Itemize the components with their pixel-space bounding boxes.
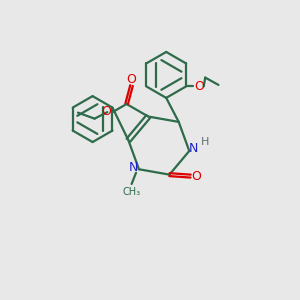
Text: O: O bbox=[101, 105, 111, 118]
Text: N: N bbox=[189, 142, 198, 154]
Text: O: O bbox=[126, 73, 136, 85]
Text: O: O bbox=[192, 169, 201, 183]
Text: N: N bbox=[129, 161, 138, 174]
Text: CH₃: CH₃ bbox=[122, 187, 141, 197]
Text: H: H bbox=[201, 137, 210, 147]
Text: O: O bbox=[194, 80, 204, 93]
